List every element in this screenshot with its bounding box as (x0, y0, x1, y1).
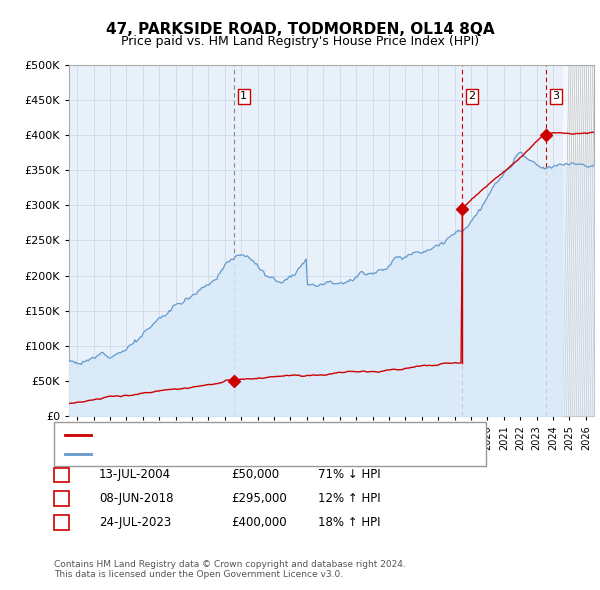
Text: 08-JUN-2018: 08-JUN-2018 (99, 492, 173, 505)
Text: £50,000: £50,000 (231, 468, 279, 481)
Text: 18% ↑ HPI: 18% ↑ HPI (318, 516, 380, 529)
Text: 13-JUL-2004: 13-JUL-2004 (99, 468, 171, 481)
Text: £400,000: £400,000 (231, 516, 287, 529)
Text: 1: 1 (240, 91, 247, 101)
Text: 24-JUL-2023: 24-JUL-2023 (99, 516, 171, 529)
Text: 3: 3 (58, 516, 65, 529)
Text: 71% ↓ HPI: 71% ↓ HPI (318, 468, 380, 481)
Text: 47, PARKSIDE ROAD, TODMORDEN, OL14 8QA: 47, PARKSIDE ROAD, TODMORDEN, OL14 8QA (106, 22, 494, 37)
Text: £295,000: £295,000 (231, 492, 287, 505)
Text: 3: 3 (553, 91, 559, 101)
Text: Price paid vs. HM Land Registry's House Price Index (HPI): Price paid vs. HM Land Registry's House … (121, 35, 479, 48)
Text: HPI: Average price, detached house, Calderdale: HPI: Average price, detached house, Cald… (97, 450, 346, 459)
Text: 47, PARKSIDE ROAD, TODMORDEN, OL14 8QA (detached house): 47, PARKSIDE ROAD, TODMORDEN, OL14 8QA (… (97, 431, 431, 440)
Text: 2: 2 (469, 91, 475, 101)
Text: 12% ↑ HPI: 12% ↑ HPI (318, 492, 380, 505)
Text: 2: 2 (58, 492, 65, 505)
Text: 1: 1 (58, 468, 65, 481)
Text: Contains HM Land Registry data © Crown copyright and database right 2024.
This d: Contains HM Land Registry data © Crown c… (54, 560, 406, 579)
